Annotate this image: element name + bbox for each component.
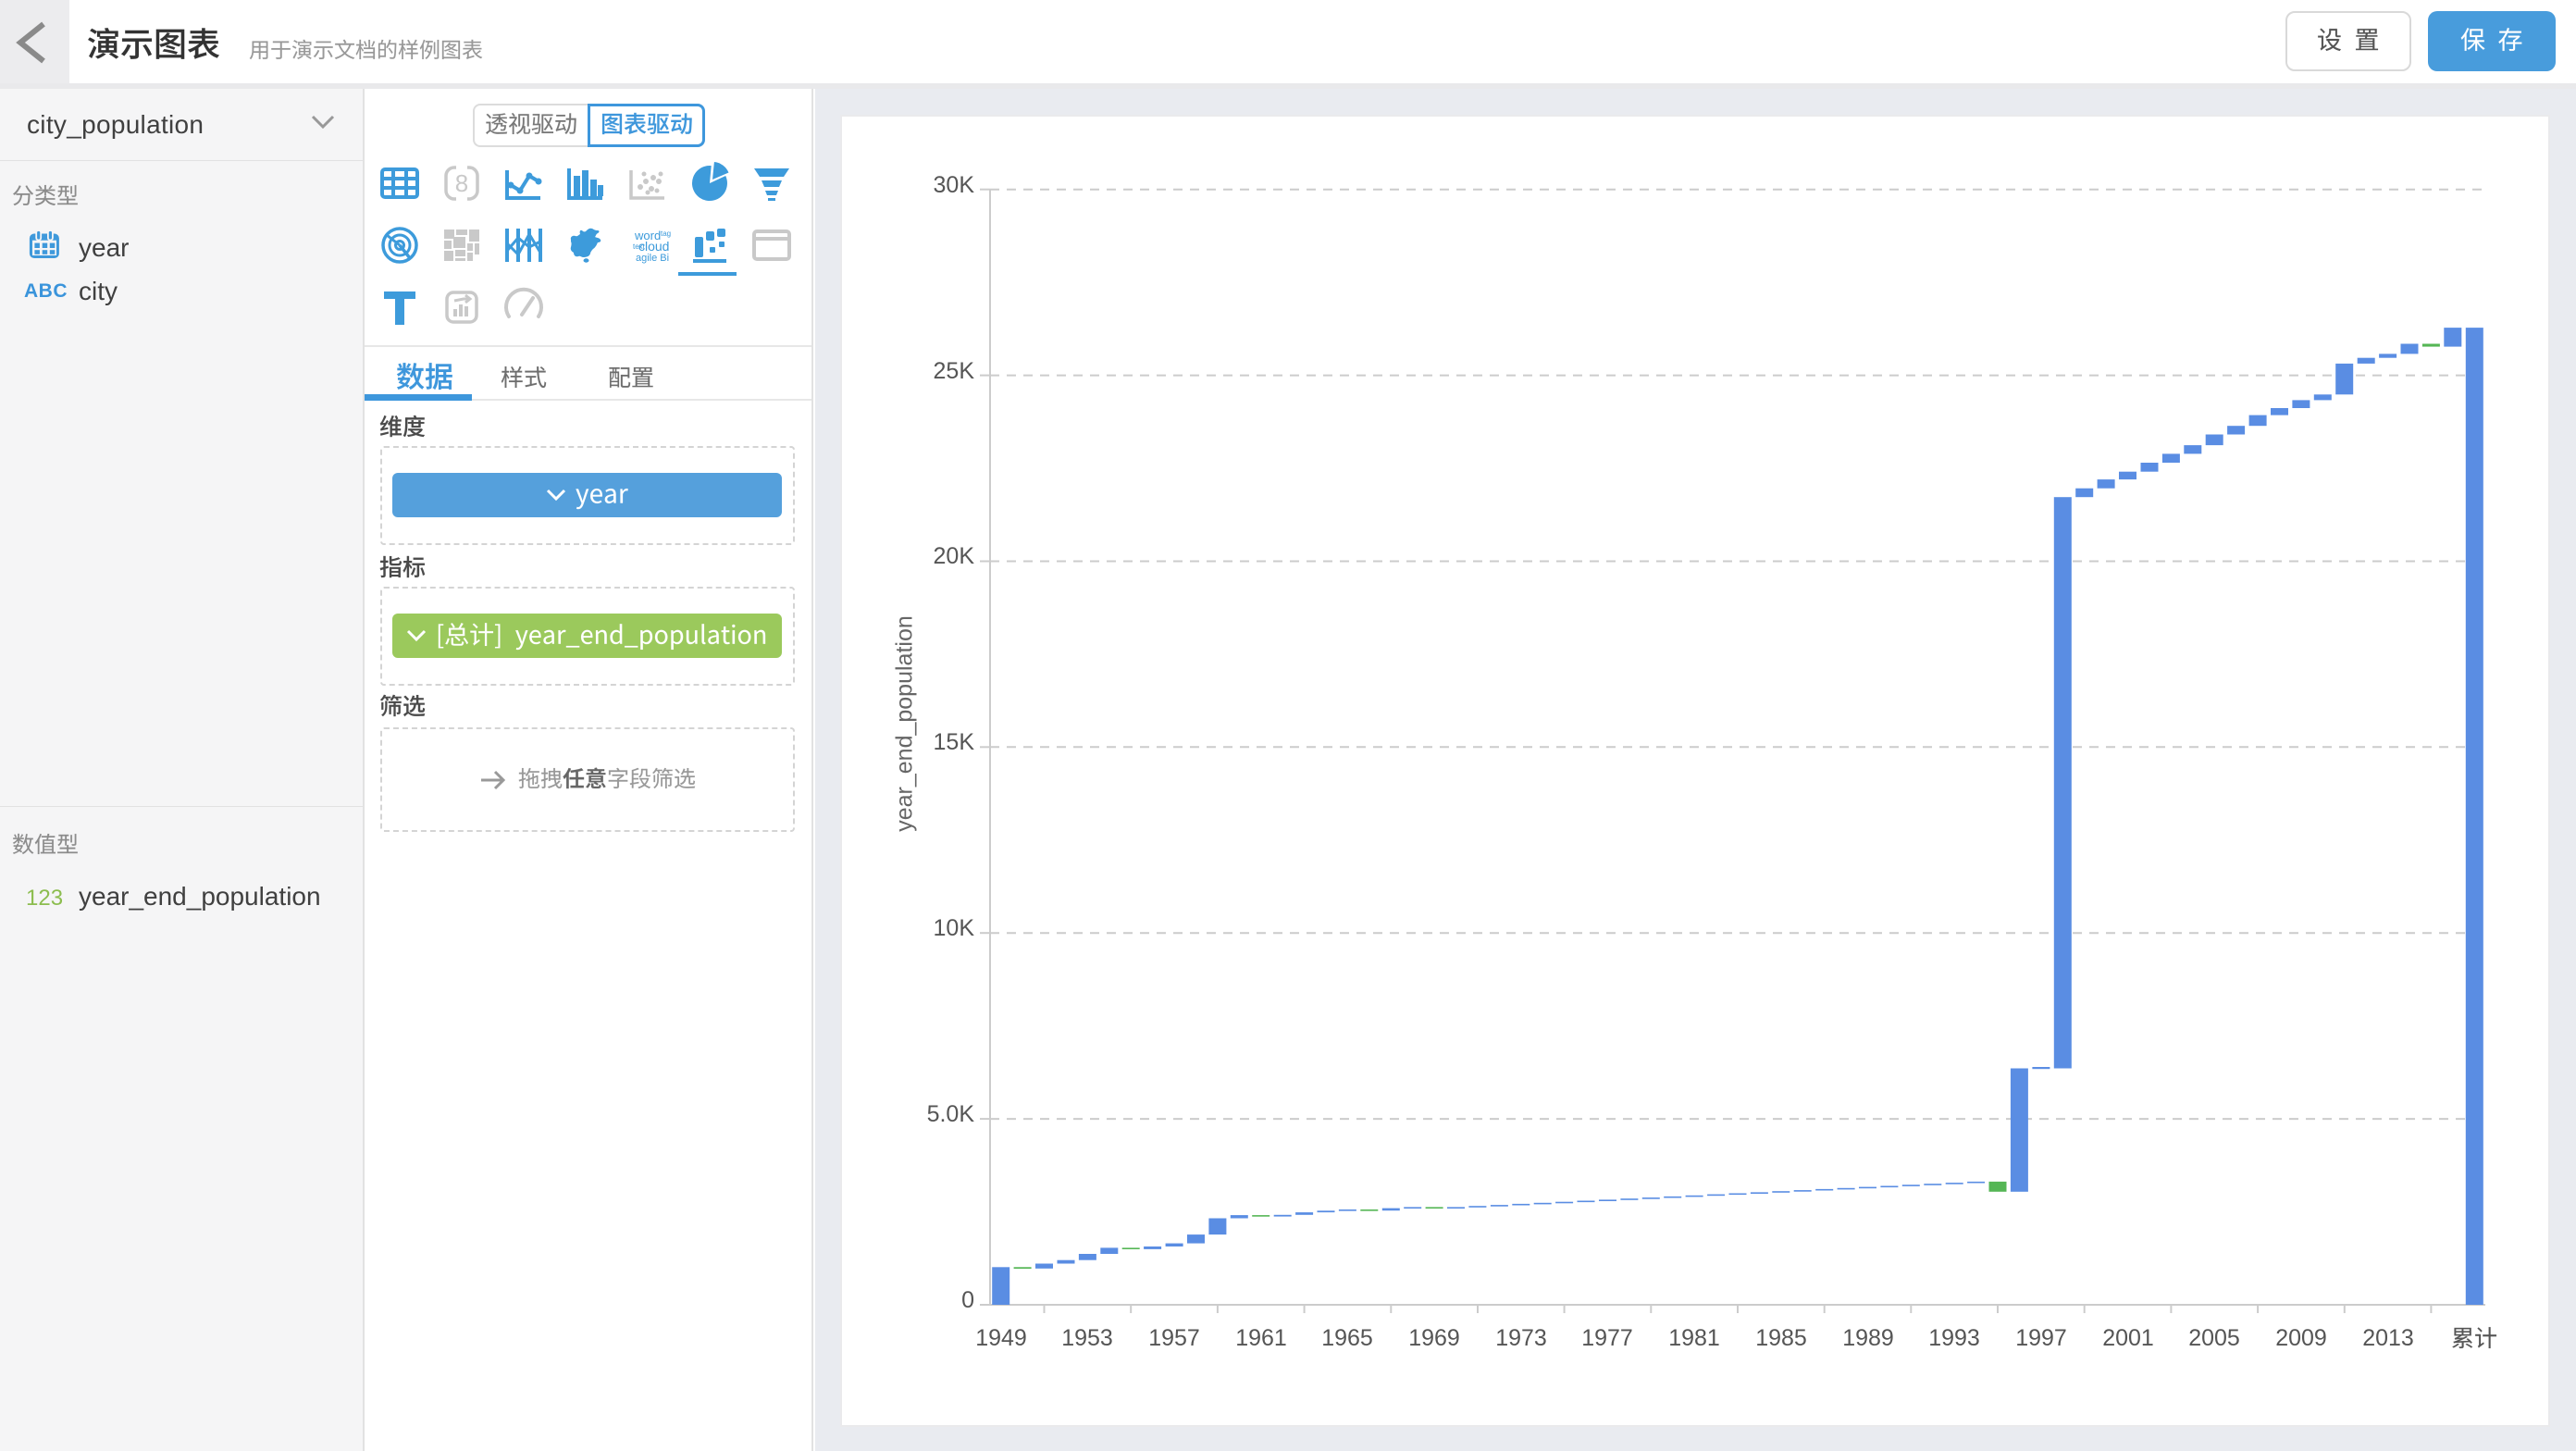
svg-text:cloud: cloud	[638, 239, 669, 254]
svg-text:agile Bi: agile Bi	[636, 253, 669, 264]
svg-text:tag: tag	[661, 229, 671, 238]
svg-text:word: word	[634, 229, 661, 242]
svg-text:text: text	[633, 242, 646, 251]
svg-text:8: 8	[455, 169, 468, 197]
